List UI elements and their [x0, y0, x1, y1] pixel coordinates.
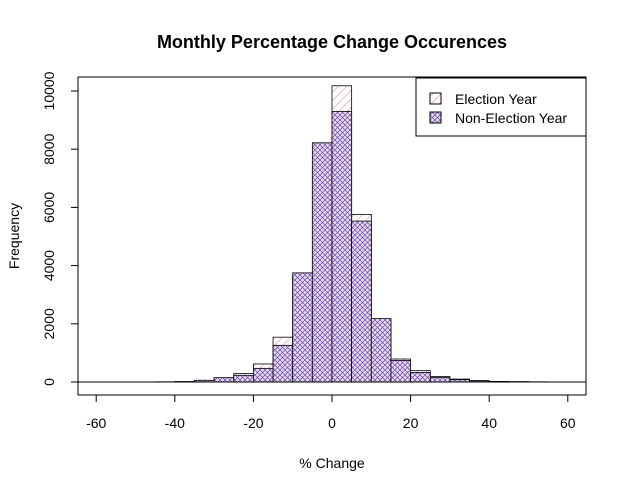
- bar-non-election-year: [253, 368, 273, 382]
- chart-title: Monthly Percentage Change Occurences: [157, 32, 507, 52]
- x-tick-label: -40: [165, 415, 185, 431]
- bar-non-election-year: [371, 319, 391, 382]
- bar-non-election-year: [234, 375, 254, 382]
- y-tick-label: 2000: [41, 308, 57, 339]
- legend-label-non-election-year: Non-Election Year: [455, 110, 567, 126]
- bar-non-election-year: [312, 143, 332, 382]
- x-axis-label: % Change: [299, 455, 365, 471]
- y-tick-label: 6000: [41, 192, 57, 223]
- bar-non-election-year: [352, 221, 372, 382]
- bar-non-election-year: [214, 378, 234, 382]
- y-axis-label: Frequency: [6, 203, 22, 269]
- x-axis: -60 -40 -20 0 20 40 60: [86, 395, 576, 431]
- legend-swatch-non-election-year: [430, 112, 441, 123]
- x-tick-label: 60: [560, 415, 576, 431]
- legend-swatch-election-year: [430, 93, 441, 104]
- x-tick-label: 20: [403, 415, 419, 431]
- bar-non-election-year: [293, 273, 313, 382]
- x-tick-label: -20: [243, 415, 263, 431]
- y-axis: 0 2000 4000 6000 8000 10000: [41, 71, 78, 386]
- x-tick-label: -60: [86, 415, 106, 431]
- legend-label-election-year: Election Year: [455, 91, 537, 107]
- legend-box: [416, 78, 586, 136]
- y-tick-label: 8000: [41, 133, 57, 164]
- bar-non-election-year: [391, 360, 411, 382]
- bar-non-election-year: [332, 111, 352, 382]
- bar-non-election-year: [411, 372, 431, 382]
- y-tick-label: 10000: [41, 71, 57, 110]
- y-tick-label: 4000: [41, 250, 57, 281]
- bar-non-election-year: [430, 378, 450, 382]
- y-tick-label: 0: [41, 378, 57, 386]
- bar-non-election-year: [273, 345, 293, 382]
- legend: Election Year Non-Election Year: [416, 78, 586, 136]
- x-tick-label: 0: [328, 415, 336, 431]
- x-tick-label: 40: [481, 415, 497, 431]
- bars-non-election-year: [155, 111, 548, 382]
